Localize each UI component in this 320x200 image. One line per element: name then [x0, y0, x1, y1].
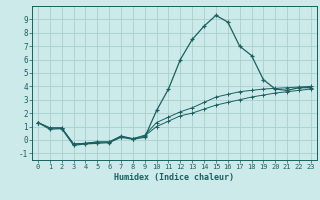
X-axis label: Humidex (Indice chaleur): Humidex (Indice chaleur)	[115, 173, 234, 182]
